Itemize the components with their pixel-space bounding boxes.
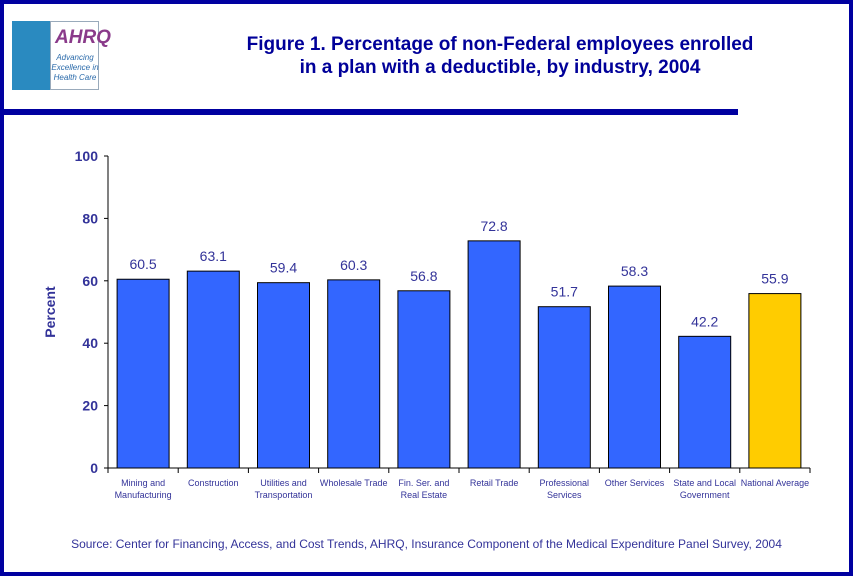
category-label: Manufacturing xyxy=(115,490,172,500)
data-label: 59.4 xyxy=(270,260,297,276)
category-label: Real Estate xyxy=(401,490,448,500)
category-label: Wholesale Trade xyxy=(320,478,388,488)
category-label: Professional xyxy=(540,478,590,488)
category-label: Construction xyxy=(188,478,239,488)
category-label: Other Services xyxy=(605,478,665,488)
data-label: 72.8 xyxy=(480,218,507,234)
y-tick-label: 100 xyxy=(75,148,99,164)
data-label: 56.8 xyxy=(410,268,437,284)
bar xyxy=(537,306,591,469)
bar xyxy=(257,282,310,469)
data-label: 55.9 xyxy=(761,271,788,287)
source-note: Source: Center for Financing, Access, an… xyxy=(71,537,782,551)
data-label: 63.1 xyxy=(200,248,227,264)
ahrq-logo-text: AHRQ xyxy=(55,27,111,48)
category-label: Fin. Ser. and xyxy=(398,478,449,488)
bar xyxy=(467,240,521,469)
category-label: Retail Trade xyxy=(470,478,519,488)
title-line-1: Figure 1. Percentage of non-Federal empl… xyxy=(246,34,754,55)
bar xyxy=(186,270,240,469)
data-label: 42.2 xyxy=(691,313,718,329)
y-tick-label: 80 xyxy=(82,210,98,226)
category-label: Government xyxy=(680,490,730,500)
data-label: 60.3 xyxy=(340,257,367,273)
category-label: Mining and xyxy=(121,478,165,488)
bar xyxy=(678,335,732,469)
y-tick-label: 0 xyxy=(90,460,98,476)
y-tick-label: 20 xyxy=(82,398,98,414)
data-label: 51.7 xyxy=(551,284,578,300)
bar xyxy=(116,278,170,469)
category-label: Services xyxy=(547,490,582,500)
category-label: Utilities and xyxy=(260,478,307,488)
y-tick-label: 40 xyxy=(82,335,98,351)
category-label: State and Local xyxy=(673,478,736,488)
ahrq-logo xyxy=(50,21,99,90)
chart-title: Figure 1. Percentage of non-Federal empl… xyxy=(200,33,800,79)
category-label: Transportation xyxy=(255,490,313,500)
bar xyxy=(608,285,661,469)
y-axis-label: Percent xyxy=(42,286,58,338)
ahrq-tagline: Advancing Excellence in Health Care xyxy=(51,53,99,82)
divider xyxy=(0,109,738,115)
bar xyxy=(327,279,381,469)
bar xyxy=(748,293,802,469)
y-tick-label: 60 xyxy=(82,273,98,289)
bar xyxy=(397,290,451,469)
title-line-2: in a plan with a deductible, by industry… xyxy=(299,57,701,78)
data-label: 58.3 xyxy=(621,263,648,279)
data-label: 60.5 xyxy=(129,256,156,272)
category-label: National Average xyxy=(741,478,809,488)
